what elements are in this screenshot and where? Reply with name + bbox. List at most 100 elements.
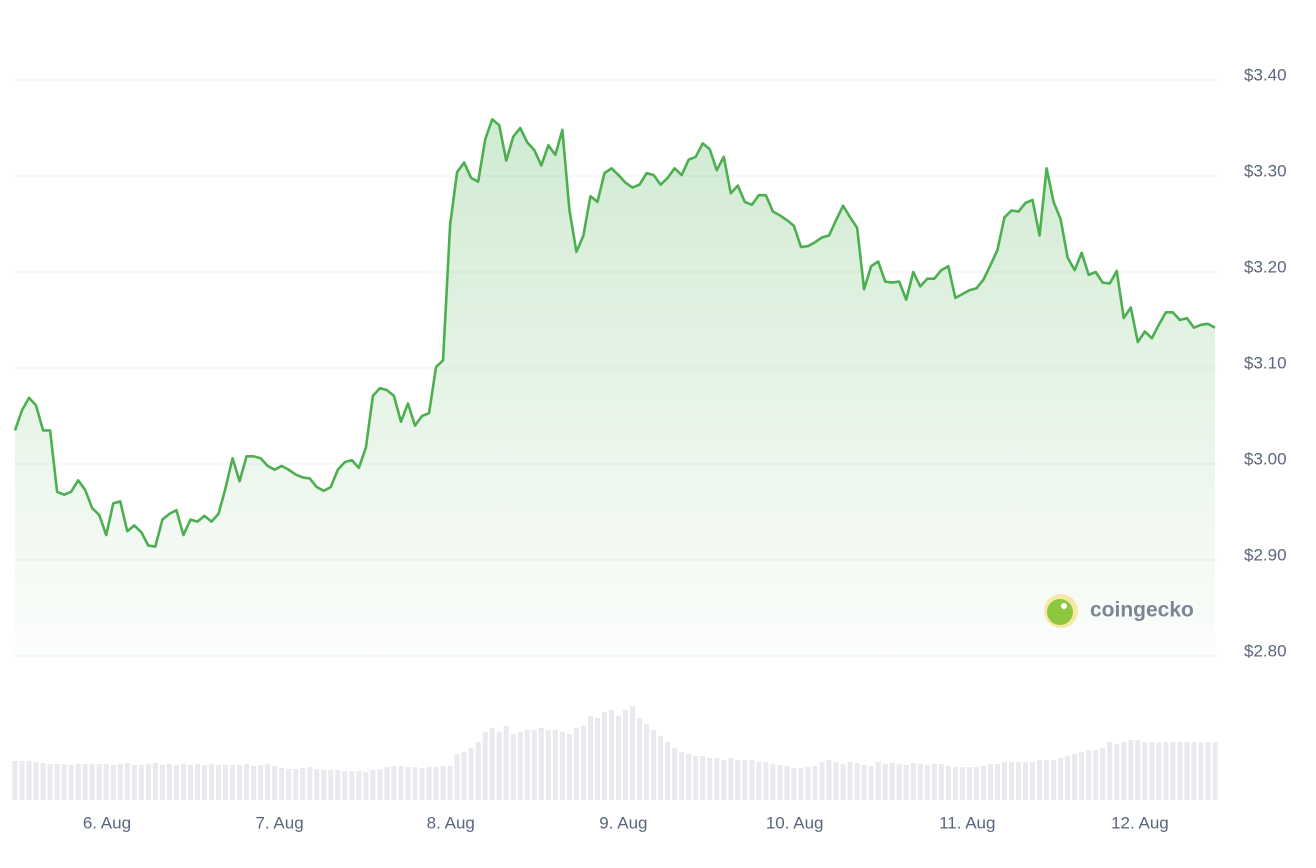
volume-bar [1128, 740, 1134, 800]
volume-bar [145, 764, 151, 800]
volume-bar [742, 760, 748, 800]
volume-bar [601, 712, 607, 800]
volume-bar [244, 764, 250, 800]
volume-bar [763, 762, 769, 800]
volume-bar [194, 764, 200, 800]
volume-bar [454, 754, 460, 800]
watermark-text: coingecko [1090, 599, 1194, 622]
volume-bar [419, 768, 425, 800]
volume-bar [124, 763, 130, 800]
volume-bar [1184, 742, 1190, 800]
volume-bar [1114, 744, 1120, 800]
volume-bar [945, 766, 951, 800]
volume-bar [517, 732, 523, 800]
volume-bar [440, 766, 446, 800]
volume-bar [321, 770, 327, 800]
x-tick-label: 12. Aug [1111, 813, 1169, 832]
volume-bar [223, 765, 229, 800]
volume-bar [503, 726, 509, 800]
volume-bar [784, 766, 790, 800]
volume-bar [896, 764, 902, 800]
volume-bar [910, 763, 916, 800]
volume-bar [833, 762, 839, 800]
y-tick-label: $3.40 [1244, 65, 1287, 84]
volume-bar [805, 767, 811, 800]
volume-bar [608, 710, 615, 800]
volume-bar [138, 765, 144, 800]
volume-bar [917, 764, 923, 800]
volume-bar [938, 764, 944, 800]
volume-bar [566, 734, 572, 800]
volume-bar [363, 772, 369, 800]
watermark: coingecko [1044, 594, 1194, 628]
volume-bar [903, 765, 909, 800]
volume-bar [545, 730, 551, 800]
volume-bar [980, 766, 986, 800]
volume-bar [489, 728, 495, 800]
volume-bar [868, 766, 874, 800]
x-tick-label: 7. Aug [255, 813, 303, 832]
y-tick-label: $3.20 [1244, 257, 1287, 276]
volume-bar [587, 716, 593, 800]
volume-bar [573, 728, 579, 800]
volume-bar [1100, 748, 1106, 800]
volume-bar [426, 767, 432, 800]
volume-bars [12, 706, 1218, 800]
volume-bar [349, 771, 355, 800]
volume-bar [777, 765, 783, 800]
x-tick-label: 10. Aug [766, 813, 824, 832]
volume-bar [117, 764, 123, 800]
volume-bar [693, 756, 699, 800]
x-tick-label: 8. Aug [427, 813, 475, 832]
volume-bar [328, 770, 334, 800]
volume-bar [770, 764, 776, 800]
volume-bar [735, 760, 741, 800]
volume-bar [552, 730, 558, 800]
x-tick-label: 9. Aug [599, 813, 647, 832]
volume-bar [882, 764, 888, 800]
volume-bar [1142, 742, 1148, 800]
volume-bar [756, 762, 762, 800]
volume-bar [987, 764, 993, 800]
volume-bar [1072, 754, 1078, 800]
volume-bar [468, 748, 474, 800]
volume-bar [82, 764, 88, 800]
volume-bar [1051, 760, 1057, 800]
volume-bar [1191, 742, 1197, 800]
volume-bar [538, 728, 544, 800]
volume-bar [47, 764, 53, 800]
volume-bar [40, 763, 46, 800]
volume-bar [1001, 762, 1007, 800]
volume-bar [96, 764, 102, 800]
volume-bar [75, 764, 81, 800]
volume-bar [61, 764, 67, 800]
volume-bar [1030, 762, 1036, 800]
y-tick-label: $3.00 [1244, 449, 1287, 468]
volume-bar [1198, 742, 1204, 800]
volume-bar [889, 763, 895, 800]
volume-bar [1079, 752, 1085, 800]
volume-bar [615, 716, 622, 800]
volume-bar [594, 718, 600, 800]
volume-bar [672, 748, 678, 800]
volume-bar [714, 758, 720, 800]
volume-bar [559, 732, 565, 800]
volume-bar [384, 767, 390, 800]
y-tick-label: $2.80 [1244, 641, 1287, 660]
volume-bar [798, 768, 804, 800]
volume-bar [749, 760, 755, 800]
volume-bar [314, 769, 320, 800]
volume-bar [1015, 762, 1022, 800]
volume-bar [110, 765, 116, 800]
volume-bar [1086, 750, 1092, 800]
volume-bar [931, 764, 937, 800]
volume-bar [187, 765, 193, 800]
plot [13, 118, 1216, 657]
volume-bar [208, 764, 215, 800]
volume-bar [1037, 760, 1043, 800]
volume-bar [1008, 762, 1015, 800]
volume-bar [286, 769, 292, 800]
volume-bar [973, 767, 979, 800]
